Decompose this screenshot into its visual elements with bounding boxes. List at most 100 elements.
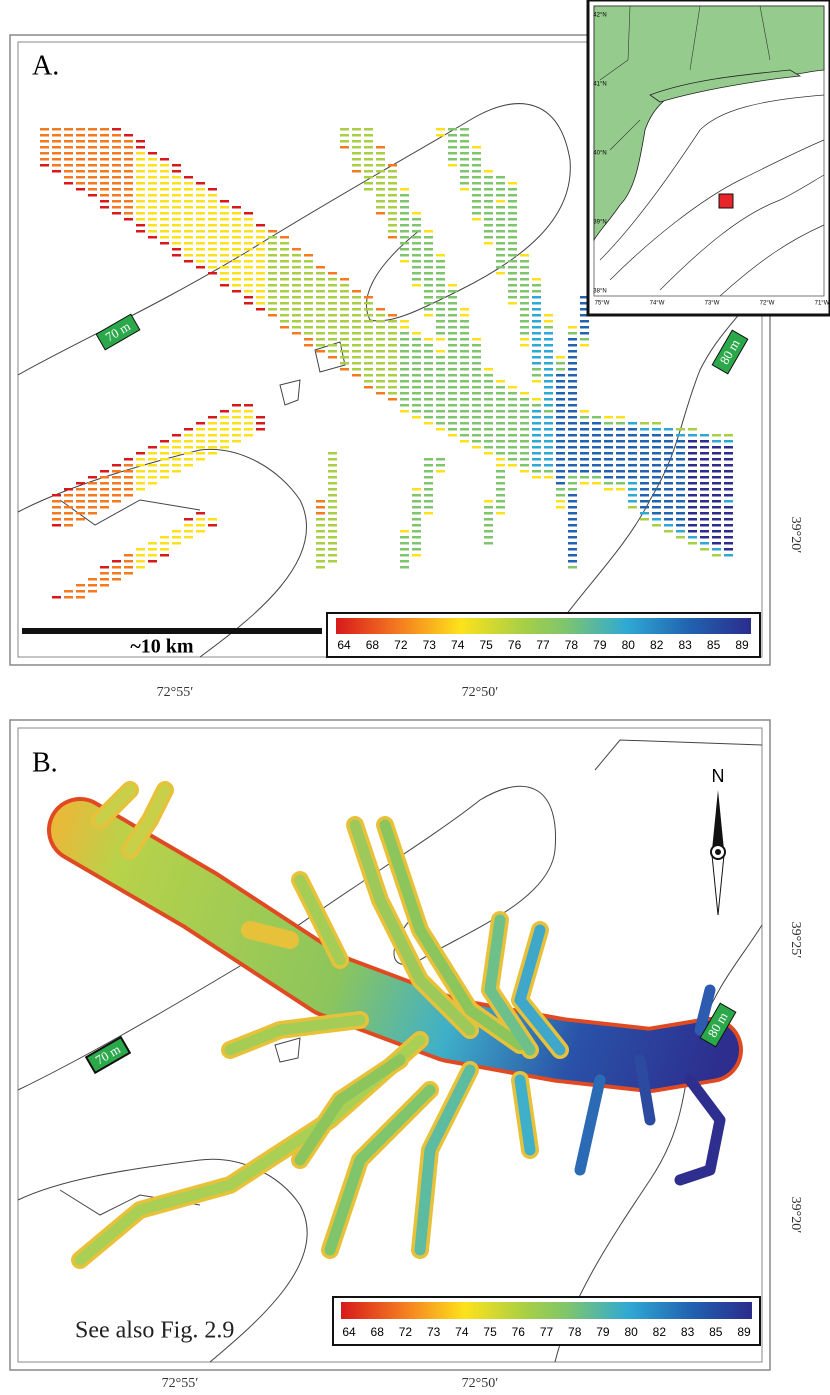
survey-segment [424, 266, 433, 269]
survey-segment [136, 476, 145, 479]
survey-segment [712, 524, 721, 527]
survey-segment [292, 284, 301, 287]
survey-segment [568, 422, 577, 425]
survey-segment [424, 302, 433, 305]
survey-segment [100, 176, 109, 179]
survey-segment [712, 434, 721, 437]
inset-lon-label: 71°W [815, 301, 830, 307]
survey-segment [376, 188, 385, 191]
survey-segment [376, 320, 385, 323]
survey-segment [580, 416, 589, 419]
survey-segment [172, 236, 181, 239]
survey-segment [160, 554, 169, 557]
survey-segment [676, 464, 685, 467]
survey-segment [508, 218, 517, 221]
survey-segment [592, 458, 601, 461]
survey-segment [88, 146, 97, 149]
survey-segment [532, 332, 541, 335]
survey-segment [412, 242, 421, 245]
survey-segment [136, 194, 145, 197]
survey-segment [76, 500, 85, 503]
colorbar-label: 73 [427, 1325, 441, 1339]
survey-segment [160, 176, 169, 179]
survey-segment [460, 428, 469, 431]
survey-segment [484, 188, 493, 191]
colorbar-label: 76 [512, 1325, 526, 1339]
survey-segment [148, 446, 157, 449]
survey-segment [532, 356, 541, 359]
survey-segment [196, 446, 205, 449]
survey-segment [388, 368, 397, 371]
survey-segment [76, 596, 85, 599]
survey-segment [232, 254, 241, 257]
survey-segment [112, 170, 121, 173]
survey-segment [100, 188, 109, 191]
survey-segment [544, 368, 553, 371]
survey-segment [400, 320, 409, 323]
survey-segment [616, 452, 625, 455]
survey-segment [184, 194, 193, 197]
survey-segment [76, 164, 85, 167]
survey-segment [424, 260, 433, 263]
survey-segment [532, 476, 541, 479]
survey-segment [136, 212, 145, 215]
survey-segment [412, 236, 421, 239]
survey-segment [712, 530, 721, 533]
survey-segment [412, 536, 421, 539]
survey-segment [280, 266, 289, 269]
survey-segment [352, 362, 361, 365]
survey-segment [460, 338, 469, 341]
survey-segment [256, 284, 265, 287]
survey-segment [436, 356, 445, 359]
survey-segment [724, 464, 733, 467]
survey-segment [244, 428, 253, 431]
survey-segment [424, 482, 433, 485]
survey-segment [448, 128, 457, 131]
survey-segment [592, 446, 601, 449]
survey-segment [484, 428, 493, 431]
survey-segment [388, 338, 397, 341]
survey-segment [292, 290, 301, 293]
survey-segment [640, 506, 649, 509]
survey-segment [184, 518, 193, 521]
colorbar-labels: 646872737475767778798082838589 [337, 638, 749, 652]
survey-segment [304, 344, 313, 347]
survey-segment [112, 182, 121, 185]
inset-lon-label: 72°W [760, 301, 775, 307]
survey-segment [124, 488, 133, 491]
survey-segment [220, 242, 229, 245]
survey-segment [496, 434, 505, 437]
survey-segment [508, 434, 517, 437]
colorbar-label: 80 [622, 638, 636, 652]
colorbar-label: 78 [568, 1325, 582, 1339]
colorbar-label: 72 [394, 638, 408, 652]
survey-segment [544, 314, 553, 317]
survey-segment [532, 278, 541, 281]
survey-segment [580, 452, 589, 455]
survey-segment [508, 236, 517, 239]
survey-segment [640, 512, 649, 515]
survey-segment [244, 230, 253, 233]
survey-segment [472, 374, 481, 377]
survey-segment [196, 512, 205, 515]
survey-segment [688, 542, 697, 545]
survey-segment [88, 134, 97, 137]
survey-segment [112, 212, 121, 215]
survey-segment [172, 218, 181, 221]
colorbar-label: 83 [681, 1325, 695, 1339]
survey-segment [172, 542, 181, 545]
survey-segment [568, 350, 577, 353]
survey-segment [244, 248, 253, 251]
survey-segment [196, 224, 205, 227]
survey-segment [148, 542, 157, 545]
survey-segment [232, 260, 241, 263]
survey-segment [436, 314, 445, 317]
survey-segment [244, 236, 253, 239]
survey-segment [724, 476, 733, 479]
survey-segment [556, 506, 565, 509]
survey-segment [580, 410, 589, 413]
survey-segment [580, 440, 589, 443]
survey-segment [280, 320, 289, 323]
survey-segment [76, 176, 85, 179]
survey-segment [460, 188, 469, 191]
